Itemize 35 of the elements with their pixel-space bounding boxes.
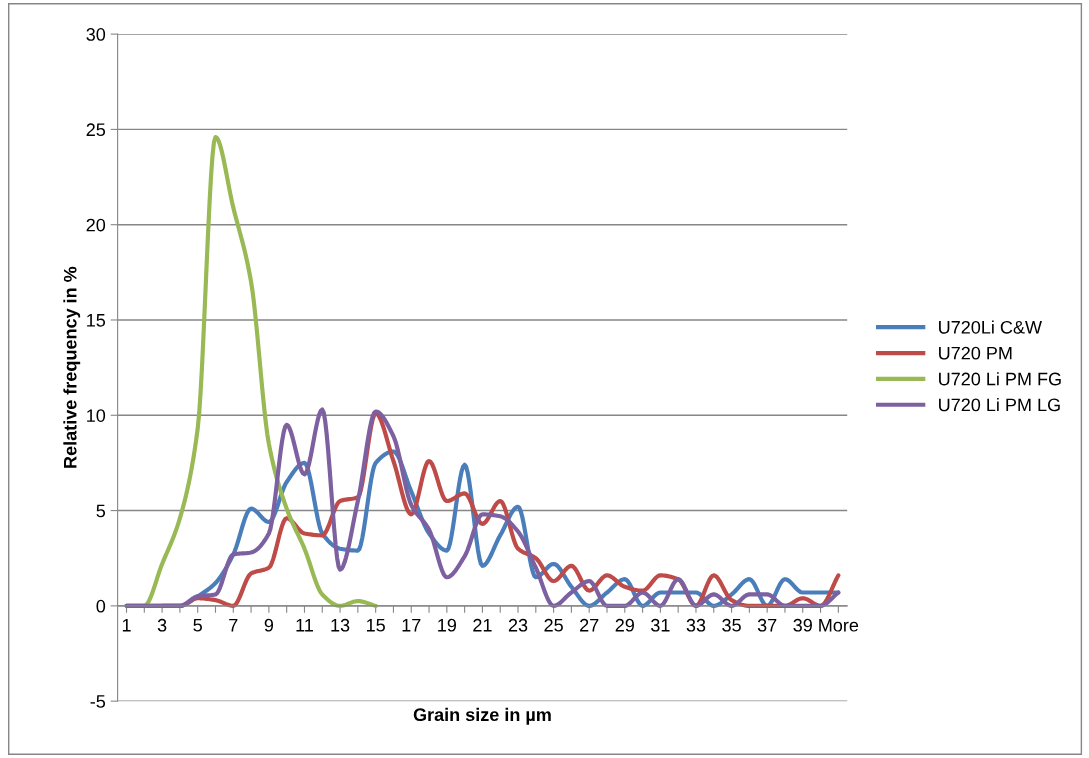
x-tick-label: 13	[331, 618, 350, 632]
legend-label: U720 Li PM LG	[939, 398, 1060, 412]
legend-label: U720Li C&W	[939, 320, 1042, 334]
x-tick-label: 17	[402, 619, 421, 632]
x-tick-label: 7	[229, 619, 238, 632]
x-tick-label: 5	[193, 619, 202, 632]
x-tick-label: 39	[793, 618, 812, 632]
legend-label: U720 Li PM FG	[939, 372, 1061, 386]
x-tick-label: 25	[544, 618, 563, 632]
x-tick-label: 37	[757, 618, 777, 632]
x-axis-title: Grain size in µm	[413, 707, 551, 725]
y-tick-label: 30	[86, 28, 106, 41]
x-tick-label: 29	[615, 618, 634, 632]
x-tick-label: More	[819, 619, 859, 632]
x-tick-label: 35	[722, 618, 741, 632]
legend-label: U720 PM	[939, 346, 1012, 360]
y-tick-label: 20	[86, 218, 106, 232]
y-tick-label: 5	[96, 504, 106, 518]
x-tick-label: 31	[651, 618, 670, 632]
x-tick-label: 23	[508, 618, 528, 632]
x-tick-label: 9	[264, 618, 274, 632]
y-tick-label: 10	[87, 409, 106, 422]
x-tick-label: 33	[686, 618, 706, 632]
x-tick-label: 3	[157, 618, 167, 632]
x-tick-label: 19	[438, 618, 457, 632]
x-tick-label: 15	[366, 619, 385, 632]
y-tick-label: 0	[96, 599, 106, 613]
y-tick-label: 15	[87, 314, 106, 327]
y-axis-title: Relative frequency in %	[63, 266, 81, 468]
x-tick-label: 1	[122, 619, 131, 632]
x-tick-label: 27	[580, 618, 599, 632]
x-tick-label: 21	[473, 618, 492, 632]
y-tick-label: -5	[90, 695, 106, 708]
x-tick-label: 11	[296, 619, 313, 632]
y-tick-label: 25	[86, 123, 106, 137]
